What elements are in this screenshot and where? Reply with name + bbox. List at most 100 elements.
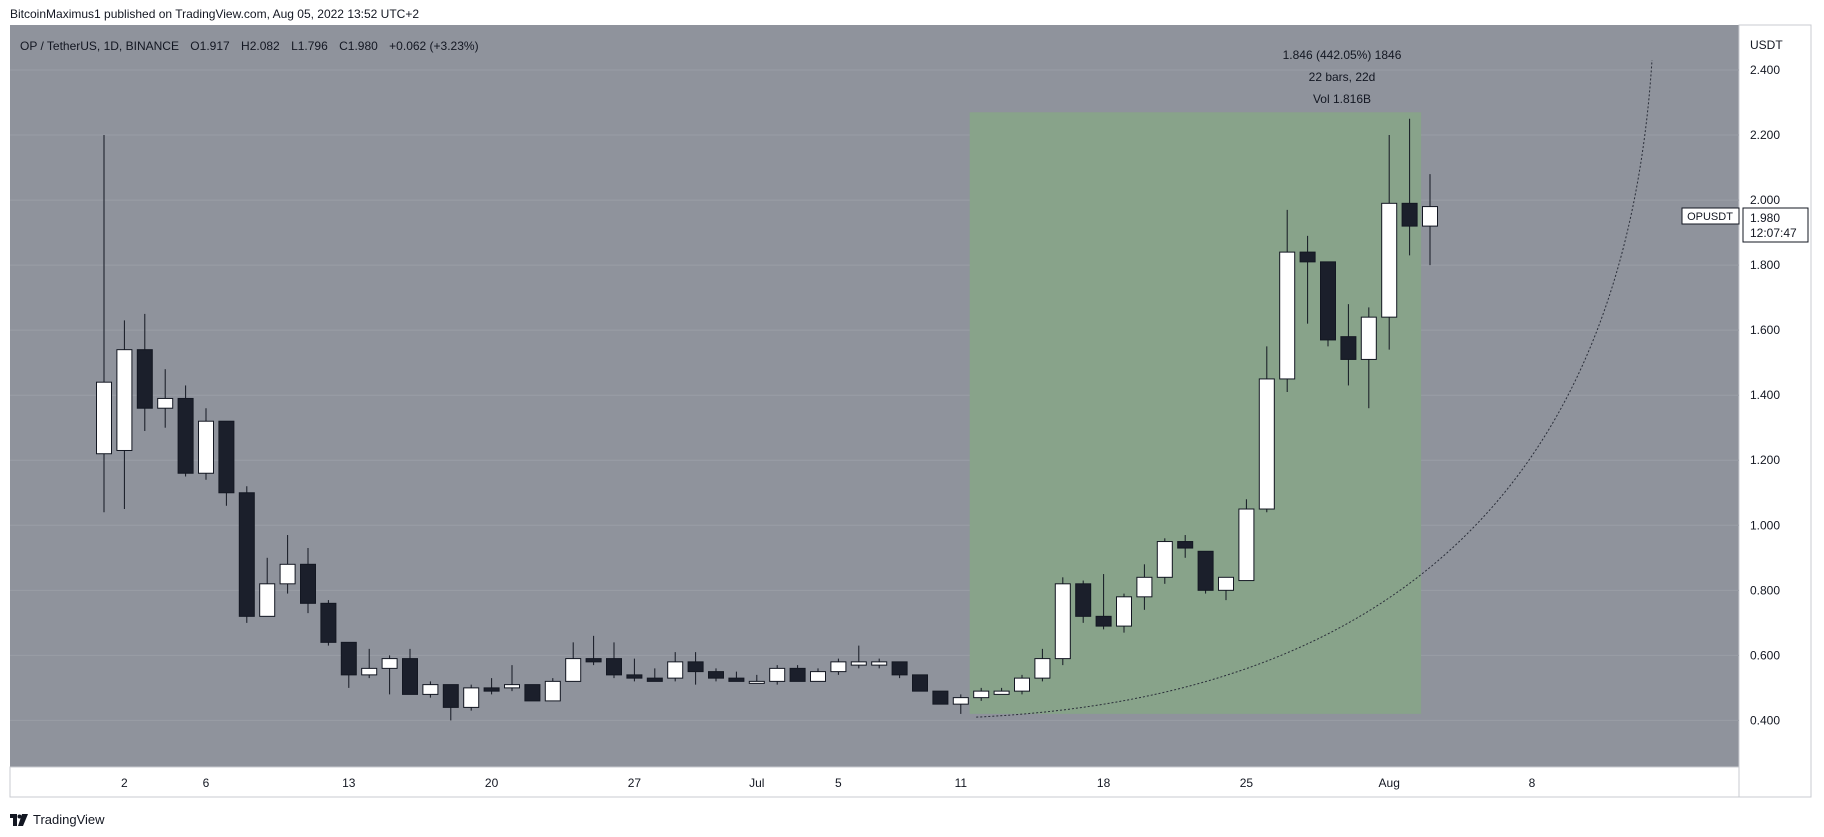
candle[interactable] xyxy=(157,369,174,428)
candle[interactable] xyxy=(1340,304,1357,386)
candle[interactable] xyxy=(1238,499,1255,582)
candle[interactable] xyxy=(442,684,459,721)
candle[interactable] xyxy=(769,665,786,685)
candle[interactable] xyxy=(96,135,112,513)
candle[interactable] xyxy=(402,648,418,695)
candle[interactable] xyxy=(1197,550,1214,594)
candle[interactable] xyxy=(1054,577,1071,666)
candle-body-bullish xyxy=(463,687,480,708)
candle[interactable] xyxy=(218,420,235,506)
candle[interactable] xyxy=(463,684,480,711)
candle[interactable] xyxy=(1299,235,1316,324)
candle-body-bullish xyxy=(748,680,765,684)
candle-body-bullish xyxy=(1034,658,1051,679)
candle[interactable] xyxy=(1320,261,1336,347)
candle-body-bullish xyxy=(1279,251,1296,380)
candle[interactable] xyxy=(830,658,847,675)
candle[interactable] xyxy=(1014,674,1030,695)
candle[interactable] xyxy=(708,668,724,682)
measure-change-label: 1.846 (442.05%) 1846 xyxy=(1283,48,1402,62)
candle[interactable] xyxy=(177,385,194,477)
candle[interactable] xyxy=(1075,580,1092,623)
candle-body-bearish xyxy=(1095,615,1112,627)
candle-body-bullish xyxy=(116,349,133,451)
candle[interactable] xyxy=(320,600,337,646)
candle[interactable] xyxy=(340,641,357,688)
candle[interactable] xyxy=(606,642,622,679)
candle[interactable] xyxy=(1095,574,1112,630)
time-tick-label: 25 xyxy=(1240,776,1254,790)
candle-body-bullish xyxy=(667,661,684,679)
candle-body-bullish xyxy=(259,583,276,617)
time-tick-label: 2 xyxy=(121,776,128,790)
candle-body-bullish xyxy=(157,397,174,409)
candle[interactable] xyxy=(1218,576,1234,601)
time-tick-label: 13 xyxy=(342,776,356,790)
candle[interactable] xyxy=(136,313,153,431)
svg-text:OP / TetherUS, 1D, BINANCE: OP / TetherUS, 1D, BINANCE O1.917 H2.082… xyxy=(20,39,479,53)
candle[interactable] xyxy=(504,665,520,692)
candle[interactable] xyxy=(973,687,990,701)
candle[interactable] xyxy=(1258,346,1275,513)
candle-body-bullish xyxy=(1258,378,1275,510)
chart-plot-area[interactable] xyxy=(10,25,1739,767)
candle[interactable] xyxy=(1422,174,1438,266)
candle[interactable] xyxy=(1360,307,1377,409)
candle[interactable] xyxy=(1279,209,1296,392)
candle[interactable] xyxy=(381,655,398,695)
price-range-measure-zone[interactable] xyxy=(969,112,1422,714)
symbol-label: OPUSDT xyxy=(1687,211,1733,223)
candle[interactable] xyxy=(850,645,867,669)
candle-body-bullish xyxy=(810,671,826,682)
candle[interactable] xyxy=(422,681,439,698)
price-axis[interactable] xyxy=(1738,24,1812,798)
candle[interactable] xyxy=(279,535,296,594)
candle[interactable] xyxy=(1034,648,1051,682)
candle[interactable] xyxy=(912,674,928,692)
candle[interactable] xyxy=(238,486,255,623)
candle[interactable] xyxy=(116,320,133,510)
candle[interactable] xyxy=(891,661,908,679)
candle[interactable] xyxy=(626,658,643,682)
candle[interactable] xyxy=(728,671,745,682)
candle[interactable] xyxy=(789,665,806,682)
candle[interactable] xyxy=(1156,538,1173,584)
candle-body-bullish xyxy=(544,680,561,702)
candle[interactable] xyxy=(483,678,500,695)
candle[interactable] xyxy=(871,658,888,669)
candle[interactable] xyxy=(1177,535,1194,558)
candle[interactable] xyxy=(932,690,949,705)
candle-body-bearish xyxy=(708,671,724,679)
measure-bars-label: 22 bars, 22d xyxy=(1309,70,1376,84)
candle[interactable] xyxy=(748,674,765,684)
candle[interactable] xyxy=(952,694,969,714)
candle[interactable] xyxy=(1116,593,1132,633)
candle-body-bullish xyxy=(361,667,378,676)
candle[interactable] xyxy=(259,557,276,617)
time-axis[interactable] xyxy=(9,766,1740,798)
candle[interactable] xyxy=(585,635,602,666)
candle[interactable] xyxy=(1381,135,1398,350)
candle[interactable] xyxy=(300,548,316,614)
candle[interactable] xyxy=(646,668,663,682)
candle[interactable] xyxy=(565,642,582,682)
parabolic-curve[interactable] xyxy=(976,59,1653,718)
candle[interactable] xyxy=(198,408,214,480)
tradingview-branding[interactable]: TradingView xyxy=(10,812,105,827)
candle[interactable] xyxy=(993,687,1010,695)
candle[interactable] xyxy=(810,668,826,682)
time-tick-label: 27 xyxy=(628,776,642,790)
candle[interactable] xyxy=(1136,564,1153,610)
candle-body-bearish xyxy=(340,641,357,676)
candle-body-bullish xyxy=(1054,583,1071,660)
candle[interactable] xyxy=(544,678,561,702)
legend-close-label: C xyxy=(339,39,348,53)
candle[interactable] xyxy=(667,652,684,682)
legend-close-value: 1.980 xyxy=(348,39,378,53)
candle[interactable] xyxy=(687,652,704,685)
candle[interactable] xyxy=(524,684,541,702)
candle[interactable] xyxy=(361,648,378,679)
candle[interactable] xyxy=(1401,118,1418,256)
candle-body-bullish xyxy=(504,684,520,689)
